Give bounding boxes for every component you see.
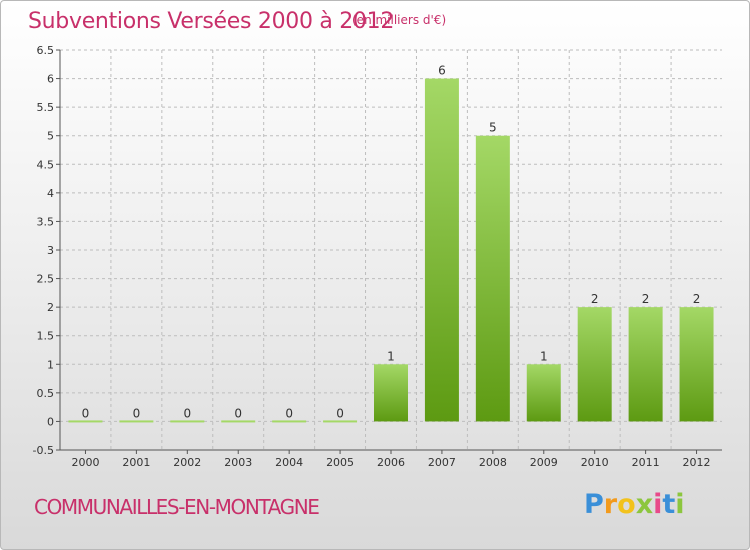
y-tick-label: 4.5 <box>37 158 55 171</box>
bar <box>221 420 256 423</box>
y-tick-label: 6 <box>47 73 54 86</box>
value-label: 2 <box>591 292 599 306</box>
labels: -0.500.511.522.533.544.555.566.502000020… <box>33 44 711 469</box>
value-label: 0 <box>234 406 242 420</box>
logo-letter: i <box>653 489 663 520</box>
bar <box>679 307 714 422</box>
y-tick-label: 0.5 <box>37 387 55 400</box>
y-tick-label: 6.5 <box>37 44 55 57</box>
value-label: 0 <box>336 406 344 420</box>
x-tick-label: 2002 <box>173 456 201 469</box>
y-tick-label: 3.5 <box>37 215 55 228</box>
axes <box>56 49 722 454</box>
bar <box>170 420 205 423</box>
y-tick-label: 5 <box>47 130 54 143</box>
x-tick-label: 2007 <box>428 456 456 469</box>
bar <box>323 420 358 423</box>
y-tick-label: 2 <box>47 301 54 314</box>
y-tick-label: 5.5 <box>37 101 55 114</box>
value-label: 0 <box>183 406 191 420</box>
logo-letter: r <box>603 489 618 520</box>
x-tick-label: 2001 <box>122 456 150 469</box>
bars <box>68 78 714 423</box>
bar <box>68 420 103 423</box>
bar <box>526 364 561 422</box>
commune-name: COMMUNAILLES-EN-MONTAGNE <box>34 495 320 519</box>
x-tick-label: 2005 <box>326 456 354 469</box>
bar <box>374 364 408 422</box>
value-label: 0 <box>82 406 90 420</box>
y-tick-label: 1.5 <box>37 330 55 343</box>
proxiti-logo: Proxiti <box>584 489 685 520</box>
logo-letter: o <box>617 489 636 520</box>
y-tick-label: 1 <box>47 358 54 371</box>
chart-subtitle: (en milliers d'€) <box>352 13 447 27</box>
x-tick-label: 2009 <box>530 456 558 469</box>
x-tick-label: 2003 <box>224 456 252 469</box>
value-label: 5 <box>489 121 497 135</box>
bar <box>628 307 663 422</box>
value-label: 6 <box>438 64 446 78</box>
value-label: 1 <box>540 349 548 363</box>
y-tick-label: 3 <box>47 244 54 257</box>
value-label: 2 <box>642 292 650 306</box>
x-tick-label: 2008 <box>479 456 507 469</box>
value-label: 0 <box>133 406 141 420</box>
chart-title: Subventions Versées 2000 à 2012 <box>28 9 395 34</box>
value-label: 1 <box>387 349 395 363</box>
x-tick-label: 2004 <box>275 456 303 469</box>
bar <box>424 78 459 422</box>
y-tick-label: -0.5 <box>33 444 54 457</box>
logo-letter: i <box>675 489 685 520</box>
x-tick-label: 2011 <box>632 456 660 469</box>
value-label: 0 <box>285 406 293 420</box>
x-tick-label: 2006 <box>377 456 405 469</box>
x-tick-label: 2000 <box>71 456 99 469</box>
bar <box>577 307 612 422</box>
y-tick-label: 0 <box>47 415 54 428</box>
logo-letter: t <box>662 489 676 520</box>
y-tick-label: 4 <box>47 187 54 200</box>
logo-letter: x <box>635 489 654 520</box>
bar <box>272 420 307 423</box>
x-tick-label: 2010 <box>581 456 609 469</box>
y-tick-label: 2.5 <box>37 273 55 286</box>
bar <box>475 135 510 422</box>
bar <box>119 420 154 423</box>
logo-letter: P <box>584 489 604 520</box>
x-tick-label: 2012 <box>683 456 711 469</box>
value-label: 2 <box>693 292 701 306</box>
